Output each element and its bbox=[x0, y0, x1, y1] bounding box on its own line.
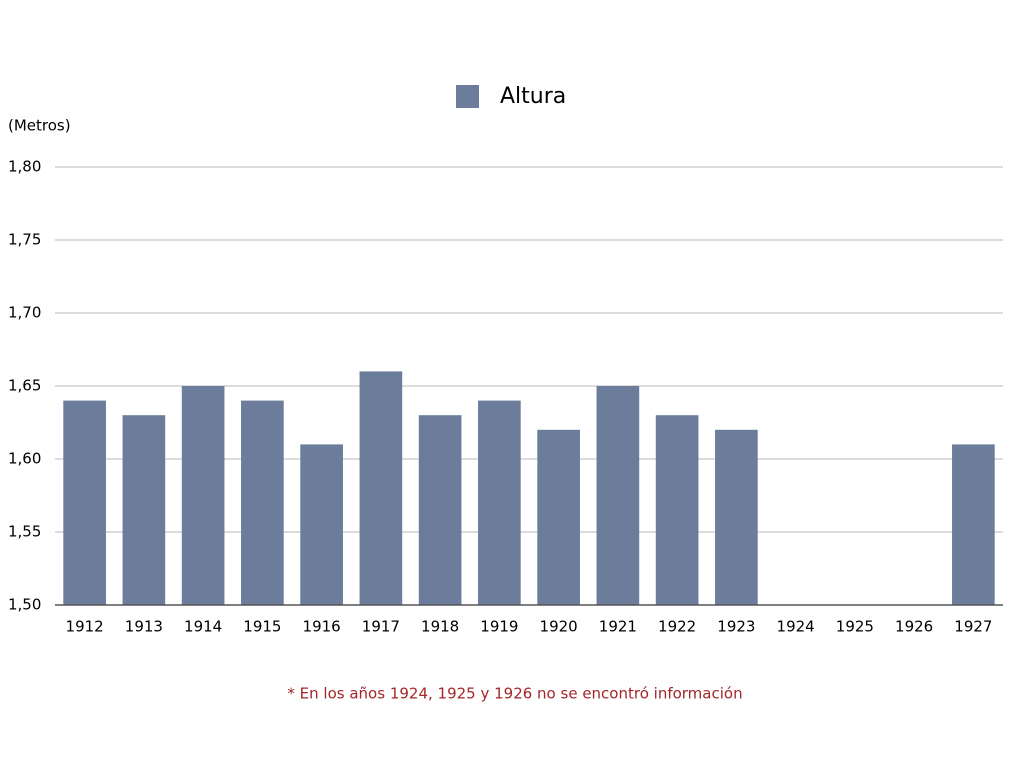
bar bbox=[122, 415, 166, 605]
y-axis-label: (Metros) bbox=[8, 117, 71, 135]
x-tick-label: 1927 bbox=[954, 618, 992, 636]
y-tick-label: 1,55 bbox=[8, 523, 41, 541]
bar bbox=[181, 386, 225, 605]
bar bbox=[359, 371, 403, 605]
y-tick-label: 1,70 bbox=[8, 304, 41, 322]
x-tick-label: 1920 bbox=[540, 618, 578, 636]
x-tick-label: 1916 bbox=[303, 618, 341, 636]
x-tick-label: 1913 bbox=[125, 618, 163, 636]
bar bbox=[63, 400, 106, 605]
y-tick-label: 1,60 bbox=[8, 450, 41, 468]
bar bbox=[418, 415, 462, 605]
y-tick-label: 1,75 bbox=[8, 231, 41, 249]
x-tick-label: 1925 bbox=[836, 618, 874, 636]
bar bbox=[655, 415, 699, 605]
bar bbox=[241, 400, 284, 605]
x-tick-label: 1914 bbox=[184, 618, 222, 636]
bar bbox=[952, 444, 995, 605]
bar bbox=[596, 386, 640, 605]
x-tick-label: 1919 bbox=[480, 618, 518, 636]
annotation: * En los años 1924, 1925 y 1926 no se en… bbox=[287, 685, 742, 703]
bar bbox=[478, 400, 521, 605]
x-tick-label: 1926 bbox=[895, 618, 933, 636]
x-tick-label: 1918 bbox=[421, 618, 459, 636]
x-tick-label: 1923 bbox=[717, 618, 755, 636]
y-tick-label: 1,50 bbox=[8, 596, 41, 614]
legend-swatch bbox=[456, 85, 479, 108]
x-tick-label: 1912 bbox=[66, 618, 104, 636]
x-tick-label: 1924 bbox=[777, 618, 815, 636]
x-tick-label: 1922 bbox=[658, 618, 696, 636]
y-tick-label: 1,80 bbox=[8, 158, 41, 176]
y-tick-label: 1,65 bbox=[8, 377, 41, 395]
x-tick-label: 1915 bbox=[243, 618, 281, 636]
legend-label: Altura bbox=[500, 84, 566, 109]
x-tick-label: 1917 bbox=[362, 618, 400, 636]
x-tick-label: 1921 bbox=[599, 618, 637, 636]
bar bbox=[300, 444, 343, 605]
bar bbox=[537, 429, 580, 605]
bar bbox=[715, 429, 758, 605]
